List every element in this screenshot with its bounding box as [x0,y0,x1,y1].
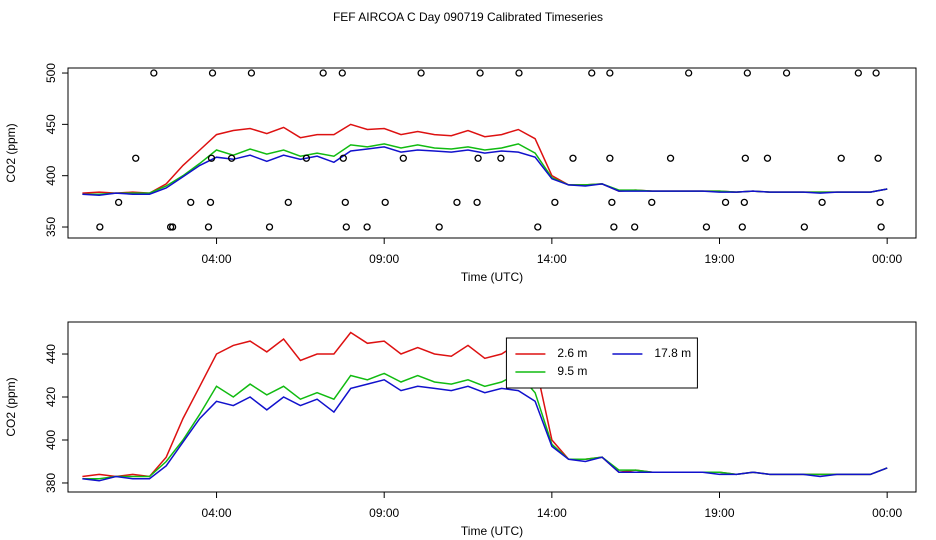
flag-marker [818,198,826,207]
flag-marker [114,198,123,207]
x-tick-label: 14:00 [537,252,567,266]
legend-label: 9.5 m [557,364,587,378]
flag-marker [206,198,215,207]
series-line [82,146,888,196]
flag-marker [399,154,407,162]
flag-marker [551,198,559,207]
series-line [82,123,888,194]
y-axis-label: CO2 (ppm) [4,123,18,182]
flag-marker [743,69,751,77]
flag-marker [837,154,845,162]
flag-marker [741,154,749,162]
flag-marker [96,223,104,231]
y-tick-label: 350 [44,217,58,237]
flag-marker [800,223,808,231]
flag-marker [265,223,274,231]
flag-marker [631,223,639,231]
series-line [82,372,888,480]
flag-marker [648,198,656,207]
flag-marker [763,154,772,162]
x-tick-label: 00:00 [872,506,902,520]
flag-marker [342,223,350,231]
flag-marker [872,69,880,77]
flag-marker [284,198,292,207]
flag-marker [702,223,711,231]
x-tick-label: 09:00 [369,252,399,266]
flag-marker [247,69,256,77]
flag-marker [207,154,216,162]
flag-marker [782,69,791,77]
flag-marker [877,223,885,231]
legend-label: 17.8 m [654,346,691,360]
flag-marker [319,69,327,77]
flag-marker [569,154,577,162]
flag-marker [473,198,481,207]
flag-marker [515,69,523,77]
flag-marker [302,154,311,162]
x-tick-label: 19:00 [704,252,734,266]
flag-marker [738,223,746,231]
flag-marker [666,154,675,162]
flag-marker [187,198,195,207]
x-tick-label: 00:00 [872,252,902,266]
y-tick-label: 400 [44,165,58,185]
flag-marker [534,223,542,231]
flag-marker [338,69,346,77]
series-line [82,331,888,478]
y-axis-label: CO2 (ppm) [4,377,18,436]
plot-frame [67,321,917,493]
legend-label: 2.6 m [557,346,587,360]
flag-marker [435,223,443,231]
x-tick-label: 04:00 [202,252,232,266]
flag-marker [854,69,862,77]
flag-marker [497,154,505,162]
flag-marker [363,223,371,231]
flag-marker [685,69,693,77]
flag-marker [150,69,158,77]
y-tick-label: 450 [44,114,58,134]
flag-marker [476,69,484,77]
x-tick-label: 14:00 [537,506,567,520]
x-tick-label: 09:00 [369,506,399,520]
y-tick-label: 420 [44,387,58,407]
legend-frame [505,337,698,389]
y-tick-label: 440 [44,344,58,364]
plot-frame [67,67,917,239]
flag-marker [874,154,882,162]
y-tick-label: 500 [44,63,58,83]
series-line [82,378,888,482]
flag-marker [453,198,461,207]
flag-marker [339,154,347,162]
flag-marker [168,223,177,231]
flag-marker [606,69,614,77]
flag-marker [588,69,596,77]
flag-marker [474,154,482,162]
x-tick-label: 19:00 [704,506,734,520]
y-tick-label: 380 [44,473,58,493]
x-tick-label: 04:00 [202,506,232,520]
x-axis-label: Time (UTC) [461,270,523,284]
flag-marker [132,154,140,162]
flag-marker [227,154,236,162]
flag-marker [208,69,217,77]
flag-marker [341,198,349,207]
flag-marker [721,198,730,207]
x-axis-label: Time (UTC) [461,524,523,538]
flag-marker [608,198,616,207]
flag-marker [381,198,389,207]
flag-marker [876,198,884,207]
flag-marker [610,223,618,231]
flag-marker [204,223,213,231]
chart-title: FEF AIRCOA C Day 090719 Calibrated Times… [333,10,603,24]
flag-marker [417,69,425,77]
series-line [82,143,888,195]
flag-marker [606,154,614,162]
y-tick-label: 400 [44,430,58,450]
flag-marker [740,198,748,207]
